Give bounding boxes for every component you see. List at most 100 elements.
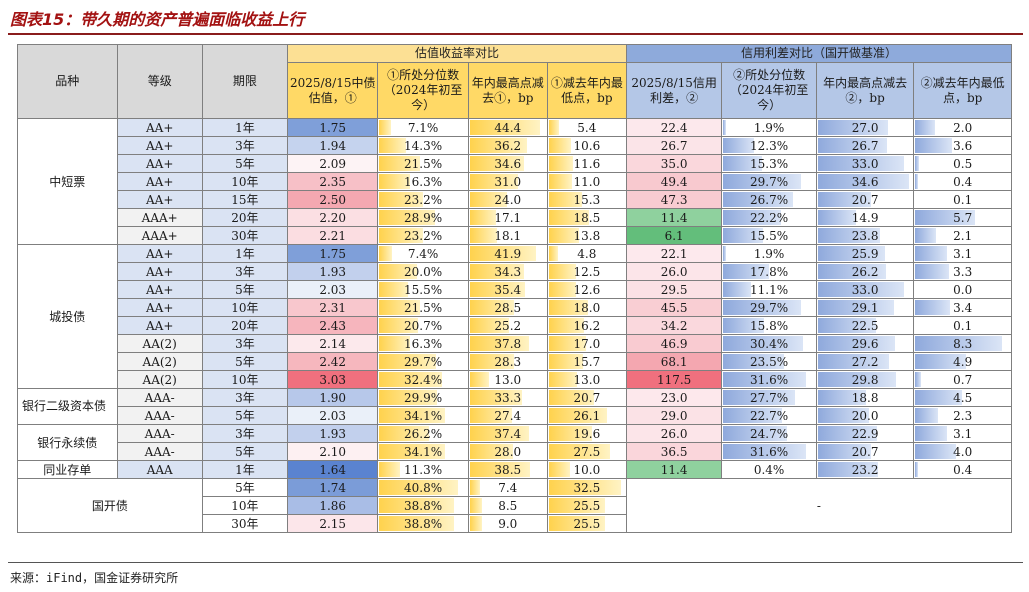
term-cell-value: 10年 xyxy=(231,175,259,189)
spread-percentile-cell: 30.4% xyxy=(721,334,817,353)
spread-cell-value: 22.4 xyxy=(660,120,688,135)
grade-cell: AA+ xyxy=(116,172,203,191)
grade-cell: AA+ xyxy=(116,136,203,155)
term-cell: 3年 xyxy=(201,136,289,155)
percentile-cell: 34.1% xyxy=(377,406,469,425)
grade-cell-value: AAA- xyxy=(144,408,175,423)
high-minus-value-cell: 34.6 xyxy=(467,154,548,173)
value-minus-low-cell: 25.5 xyxy=(546,496,627,515)
spread-cell: 35.0 xyxy=(625,154,723,173)
data-bar xyxy=(469,192,507,207)
valuation-cell-value: 2.10 xyxy=(319,444,347,459)
spread-cell-value: 49.4 xyxy=(660,174,688,189)
header-col: 2025/8/15信用利差，② xyxy=(625,62,723,119)
data-bar xyxy=(723,300,801,315)
data-bar xyxy=(379,318,419,333)
data-bar xyxy=(723,138,755,153)
data-bar xyxy=(915,408,939,423)
table-row: 中短票 AA+ 1年 1.75 7.1% 44.4 5.4 22.4 1.9% 27.0 2.0 xyxy=(17,118,1012,245)
percentile-cell: 38.8% xyxy=(377,514,469,533)
spread-percentile-cell-value: 0.4% xyxy=(753,462,785,477)
spread-cell-value: 6.1 xyxy=(664,228,684,243)
high-minus-value-cell: 27.4 xyxy=(467,406,548,425)
data-bar xyxy=(469,498,482,513)
table-row: AAA- 5年 2.10 34.1% 28.0 27.5 36.5 31.6% 20.7 4.0 xyxy=(18,442,1012,461)
term-cell: 1年 xyxy=(201,118,289,137)
valuation-cell: 1.64 xyxy=(287,460,379,479)
data-bar xyxy=(915,462,918,477)
spread-minus-low-cell-value: 4.5 xyxy=(953,390,973,405)
data-bar xyxy=(817,282,905,297)
data-bar xyxy=(469,210,496,225)
high-minus-value-cell-value: 27.4 xyxy=(494,408,522,423)
percentile-cell-value: 38.8% xyxy=(404,516,443,531)
data-bar xyxy=(723,354,785,369)
spread-high-minus-cell-value: 33.0 xyxy=(851,156,879,171)
data-bar xyxy=(915,354,966,369)
spread-minus-low-cell-value: 0.4 xyxy=(953,462,973,477)
data-bar xyxy=(469,444,514,459)
term-cell: 10年 xyxy=(201,172,289,191)
data-bar xyxy=(723,372,806,387)
data-bar xyxy=(379,462,400,477)
grade-cell-value: AAA- xyxy=(144,426,175,441)
percentile-cell-value: 29.9% xyxy=(404,390,443,405)
data-bar xyxy=(469,264,524,279)
percentile-cell-value: 23.2% xyxy=(404,228,443,243)
grade-cell-value: AA+ xyxy=(146,318,174,333)
data-bar xyxy=(379,516,455,531)
data-bar xyxy=(723,156,763,171)
value-minus-low-cell: 4.8 xyxy=(546,244,627,263)
term-cell: 5年 xyxy=(201,154,289,173)
percentile-cell: 21.5% xyxy=(377,154,469,173)
spread-high-minus-cell: 23.2 xyxy=(815,460,915,479)
spread-minus-low-cell: 3.6 xyxy=(913,136,1012,155)
spread-minus-low-cell-value: 0.1 xyxy=(953,192,973,207)
spread-high-minus-cell: 18.8 xyxy=(815,388,915,407)
data-bar xyxy=(548,318,584,333)
data-bar xyxy=(817,246,886,261)
value-minus-low-cell-value: 25.5 xyxy=(573,516,601,531)
high-minus-value-cell: 17.1 xyxy=(467,208,548,227)
spread-percentile-cell-value: 1.9% xyxy=(753,120,785,135)
spread-high-minus-cell: 20.7 xyxy=(815,442,915,461)
percentile-cell-value: 14.3% xyxy=(404,138,443,153)
term-cell-value: 5年 xyxy=(235,445,255,459)
value-minus-low-cell: 27.5 xyxy=(546,442,627,461)
term-cell-value: 1年 xyxy=(235,463,255,477)
data-bar xyxy=(817,174,909,189)
percentile-cell-value: 29.7% xyxy=(404,354,443,369)
data-bar xyxy=(379,336,410,351)
variety-label: 同业存单 xyxy=(43,463,92,477)
data-bar xyxy=(548,282,576,297)
term-cell: 20年 xyxy=(201,208,289,227)
spread-high-minus-cell-value: 27.2 xyxy=(851,354,879,369)
spread-percentile-cell: 22.7% xyxy=(721,406,817,425)
spread-cell: 68.1 xyxy=(625,352,723,371)
spread-high-minus-cell-value: 14.9 xyxy=(851,210,879,225)
data-bar xyxy=(548,264,576,279)
variety-cell: 同业存单 xyxy=(17,460,118,479)
spread-high-minus-cell-value: 26.2 xyxy=(851,264,879,279)
spread-cell-value: 29.5 xyxy=(660,282,688,297)
value-minus-low-cell: 17.0 xyxy=(546,334,627,353)
high-minus-value-cell-value: 33.3 xyxy=(494,390,522,405)
grade-cell-value: AAA+ xyxy=(141,210,178,225)
table-row: 银行永续债 AAA- 3年 1.93 26.2% 37.4 19.6 26.0 24.7% 22.… xyxy=(17,424,1012,461)
value-minus-low-cell-value: 20.7 xyxy=(573,390,601,405)
term-cell-value: 20年 xyxy=(231,319,259,333)
data-bar xyxy=(915,156,919,171)
data-bar xyxy=(915,444,957,459)
percentile-cell: 11.3% xyxy=(377,460,469,479)
data-bar xyxy=(469,480,480,495)
spread-cell-value: 26.0 xyxy=(660,264,688,279)
term-cell-value: 20年 xyxy=(231,211,259,225)
data-bar xyxy=(723,264,769,279)
value-minus-low-cell-value: 5.4 xyxy=(577,120,597,135)
data-bar xyxy=(469,354,514,369)
valuation-cell: 2.43 xyxy=(287,316,379,335)
valuation-cell-value: 2.31 xyxy=(319,300,347,315)
spread-minus-low-cell: 3.1 xyxy=(913,424,1012,443)
data-bar xyxy=(379,282,409,297)
grade-cell: AAA- xyxy=(116,388,203,407)
